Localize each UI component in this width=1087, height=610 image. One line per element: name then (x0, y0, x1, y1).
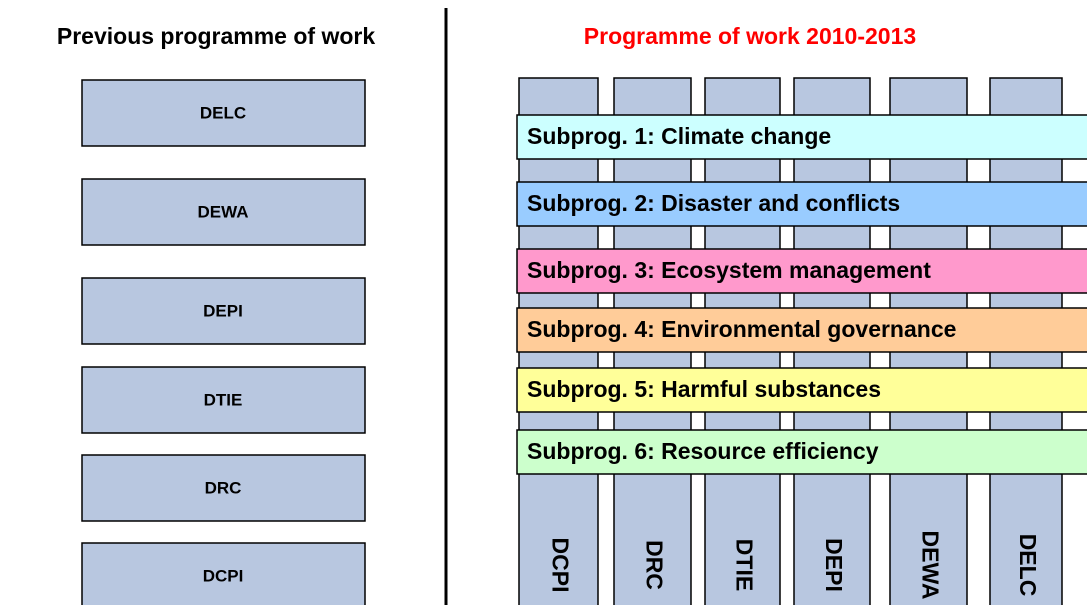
division-box (81, 454, 366, 522)
left-heading: Previous programme of work (57, 23, 375, 49)
division-box (81, 366, 366, 434)
subprogramme-band (516, 181, 1087, 227)
subprogramme-band (516, 429, 1087, 475)
column-label: DRC (641, 540, 667, 590)
subprogramme-label: Subprog. 5: Harmful substances (527, 376, 881, 402)
subprogramme-label: Subprog. 2: Disaster and conflicts (527, 190, 900, 216)
column-label: DELC (1015, 534, 1041, 597)
division-label: DELC (200, 103, 246, 122)
column-label: DCPI (547, 538, 573, 593)
column-label: DTIE (731, 539, 757, 591)
subprogramme-band (516, 248, 1087, 294)
subprogramme-label: Subprog. 4: Environmental governance (527, 316, 956, 342)
subprogramme-band (516, 367, 1087, 413)
column-label: DEPI (821, 538, 847, 592)
right-heading: Programme of work 2010-2013 (584, 23, 916, 49)
division-label: DRC (205, 478, 242, 497)
subprogramme-band (516, 307, 1087, 353)
division-box (81, 542, 366, 610)
subprogramme-label: Subprog. 6: Resource efficiency (527, 438, 879, 464)
subprogramme-band (516, 114, 1087, 160)
division-label: DEWA (198, 202, 249, 221)
division-label: DCPI (203, 566, 244, 585)
column-label: DEWA (917, 531, 943, 600)
division-label: DEPI (203, 301, 243, 320)
division-label: DTIE (204, 390, 243, 409)
division-box (81, 277, 366, 345)
subprogramme-label: Subprog. 3: Ecosystem management (527, 257, 931, 283)
subprogramme-label: Subprog. 1: Climate change (527, 123, 831, 149)
division-box (81, 79, 366, 147)
division-box (81, 178, 366, 246)
